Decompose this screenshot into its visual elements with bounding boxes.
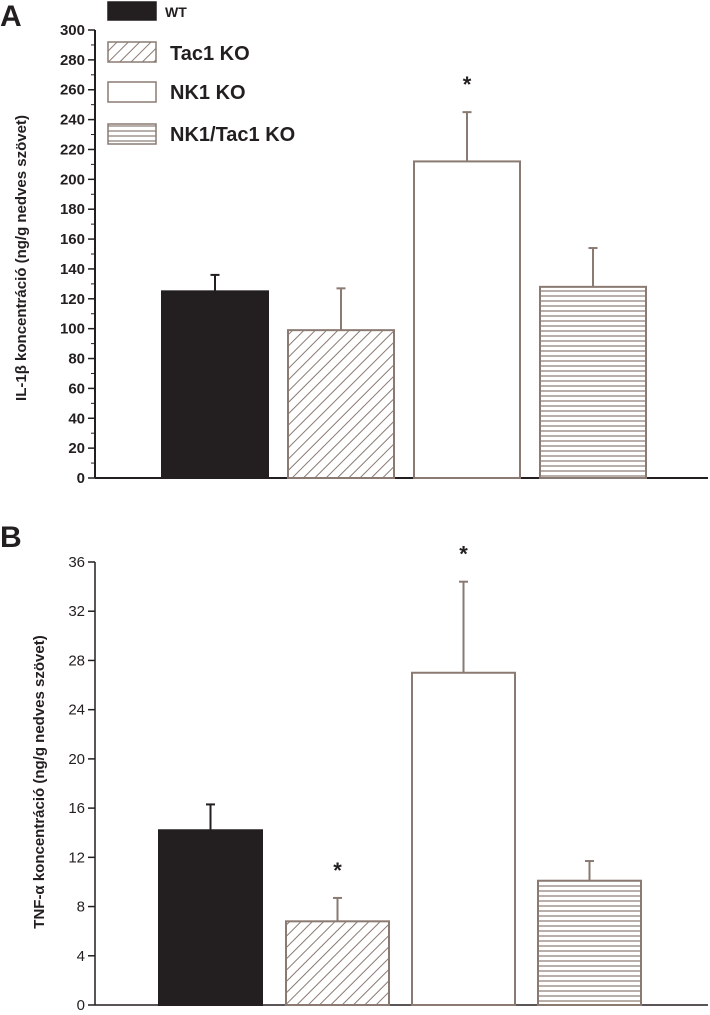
panel-a-tick-label-260: 260 — [60, 82, 85, 99]
legend-swatch-nk1-ko — [107, 81, 157, 103]
panel-a-tick-label-0: 0 — [77, 470, 85, 487]
panel-b-bars: ** — [158, 542, 642, 1006]
panel-b-tick-label-0: 0 — [77, 997, 85, 1014]
panel-a-bar-nk1-tac1-ko — [539, 285, 647, 479]
panel-b-significance-star-tac1-ko: * — [333, 858, 342, 883]
panel-a-tick-label-280: 280 — [60, 52, 85, 69]
panel-b-tick-label-20: 20 — [68, 751, 85, 768]
panel-b-bar-nk1-ko — [411, 671, 516, 1006]
legend-label-wt: WT — [165, 4, 187, 20]
panel-a-letter: A — [0, 0, 22, 33]
panel-a-tick-label-180: 180 — [60, 201, 85, 218]
panel-a-tick-label-100: 100 — [60, 321, 85, 338]
panel-b-tick-label-16: 16 — [68, 800, 85, 817]
panel-a-tick-label-300: 300 — [60, 22, 85, 39]
panel-b-significance-star-nk1-ko: * — [459, 542, 468, 567]
legend-swatch-wt — [107, 1, 157, 21]
panel-a-tick-label-80: 80 — [68, 351, 85, 368]
panel-a-bar-wt — [161, 290, 269, 480]
panel-b-bar-nk1-tac1-ko — [537, 879, 642, 1006]
panel-a-tick-label-160: 160 — [60, 231, 85, 248]
legend-label-nk1-tac1-ko: NK1/Tac1 KO — [170, 124, 295, 146]
panel-a-tick-label-140: 140 — [60, 261, 85, 278]
panel-a-tick-label-240: 240 — [60, 112, 85, 129]
legend-swatch-tac1-ko — [107, 41, 157, 63]
panel-a-tick-label-220: 220 — [60, 141, 85, 158]
panel-b-tick-label-28: 28 — [68, 652, 85, 669]
panel-a-bar-nk1-ko — [413, 160, 521, 479]
panel-a-bars: * — [161, 72, 647, 480]
panel-a-tick-label-120: 120 — [60, 291, 85, 308]
panel-a: A 0 20 40 60 80 100 120 140 160 180 200 220 240 260 28… — [0, 0, 708, 487]
panel-a-bar-tac1-ko — [287, 329, 395, 479]
legend-label-tac1-ko: Tac1 KO — [170, 43, 250, 65]
legend-item-nk1-ko: NK1 KO — [107, 81, 246, 104]
panel-b-tick-label-32: 32 — [68, 603, 85, 620]
panel-b-y-ticks: 0 4 8 12 16 20 24 28 32 36 — [68, 554, 95, 1014]
panel-a-tick-label-20: 20 — [68, 440, 85, 457]
panel-b-bar-tac1-ko — [285, 920, 390, 1006]
panel-a-tick-label-60: 60 — [68, 380, 85, 397]
legend: WT Tac1 KO NK1 KO NK1/Tac1 KO — [107, 1, 295, 146]
legend-item-wt: WT — [107, 1, 187, 21]
panel-a-tick-label-40: 40 — [68, 410, 85, 427]
panel-a-significance-star-nk1-ko: * — [463, 72, 472, 97]
panel-b-y-axis-label: TNF-α koncentráció (ng/g nedves szövet) — [31, 635, 48, 928]
panel-b-tick-label-12: 12 — [68, 849, 85, 866]
panel-a-y-axis-label: IL-1β koncentráció (ng/g nedves szövet) — [13, 115, 30, 401]
legend-item-nk1-tac1-ko: NK1/Tac1 KO — [107, 123, 295, 146]
legend-label-nk1-ko: NK1 KO — [170, 82, 246, 104]
panel-b-bar-wt — [158, 829, 263, 1006]
panel-a-tick-label-200: 200 — [60, 171, 85, 188]
panel-a-y-ticks: 0 20 40 60 80 100 120 140 160 180 200 220 240 260 280 3… — [60, 22, 95, 487]
panel-b-tick-label-8: 8 — [77, 899, 85, 916]
panel-b-letter: B — [0, 521, 22, 554]
legend-item-tac1-ko: Tac1 KO — [107, 41, 250, 65]
panel-b-tick-label-36: 36 — [68, 554, 85, 571]
panel-b-tick-label-4: 4 — [77, 948, 85, 965]
legend-swatch-nk1-tac1-ko — [107, 123, 157, 145]
panel-b-tick-label-24: 24 — [68, 702, 85, 719]
